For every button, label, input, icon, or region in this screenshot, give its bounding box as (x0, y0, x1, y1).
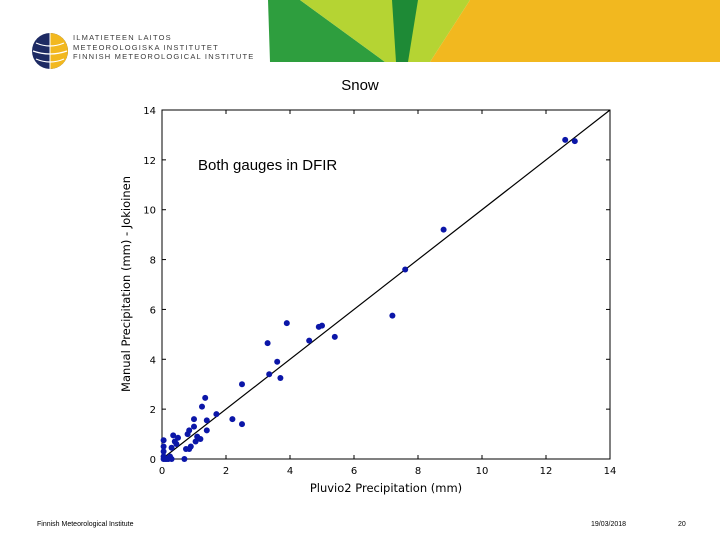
y-tick-label: 2 (150, 405, 156, 416)
footer-organization: Finnish Meteorological Institute (37, 521, 134, 528)
data-point (160, 437, 167, 444)
data-point (277, 374, 284, 381)
x-tick-label: 4 (287, 466, 293, 477)
data-point (173, 441, 180, 448)
footer-date: 19/03/2018 (591, 521, 627, 528)
footer-page-number: 20 (678, 521, 686, 528)
y-axis-label: Manual Precipitation (mm) - Jokioinen (119, 176, 133, 392)
x-tick-label: 10 (476, 466, 489, 477)
data-point (389, 312, 396, 319)
banner-yellow-stripe (430, 0, 720, 62)
data-point (168, 456, 175, 462)
reference-line (161, 109, 611, 460)
banner-dark-stripe (392, 0, 418, 62)
data-point (266, 371, 273, 378)
data-point (160, 448, 167, 455)
data-point (199, 403, 205, 410)
data-point (192, 438, 199, 445)
x-tick-label: 8 (415, 466, 421, 477)
y-tick-label: 12 (143, 156, 156, 167)
data-point (229, 416, 236, 423)
data-point (187, 443, 194, 450)
data-point (239, 381, 245, 388)
data-point (191, 416, 197, 423)
data-point (175, 434, 181, 441)
logo-line-sv: METEOROLOGISKA INSTITUTET (73, 42, 219, 52)
data-point (306, 337, 313, 344)
scatter-chart: 0 2 4 6 8 10 12 14 0 2 4 6 8 10 12 14 Both gauges in DF… (119, 106, 617, 495)
data-point (402, 266, 409, 273)
data-point (202, 394, 209, 401)
logo-line-fi: ILMATIETEEN LAITOS (73, 33, 172, 42)
data-point (274, 358, 281, 365)
logo-line-en: FINNISH METEOROLOGICAL INSTITUTE (73, 52, 255, 62)
data-point (264, 340, 271, 347)
slide-title: Snow (341, 77, 379, 94)
y-tick-label: 10 (143, 206, 156, 217)
y-tick-label: 4 (150, 355, 156, 366)
data-point (440, 226, 447, 233)
logo-wordmark: ILMATIETEEN LAITOS METEOROLOGISKA INSTIT… (73, 33, 254, 62)
data-point (181, 456, 188, 462)
data-point (160, 443, 167, 450)
header-banner (0, 0, 720, 62)
banner-green-stripe (268, 0, 385, 62)
data-point (168, 444, 175, 451)
data-point (571, 138, 578, 145)
data-point (170, 432, 177, 439)
banner-graphic (268, 0, 720, 62)
chart-annotation: Both gauges in DFIR (198, 157, 337, 174)
y-tick-label: 6 (150, 305, 156, 316)
data-point (562, 136, 569, 143)
x-tick-label: 2 (223, 466, 229, 477)
y-tick-label: 14 (143, 106, 156, 117)
y-tick-label: 8 (150, 256, 156, 267)
banner-lime-stripe (300, 0, 470, 62)
data-point (186, 427, 193, 434)
x-tick-label: 6 (351, 466, 357, 477)
data-point (197, 436, 204, 443)
data-point (213, 411, 220, 418)
x-tick-label: 12 (540, 466, 553, 477)
data-point (283, 320, 290, 327)
data-point (203, 427, 210, 434)
data-point (203, 417, 210, 424)
data-point (239, 421, 245, 428)
x-tick-label: 0 (159, 466, 165, 477)
data-point (191, 423, 197, 430)
data-point (331, 333, 338, 340)
x-axis-label: Pluvio2 Precipitation (mm) (310, 481, 462, 495)
y-tick-label: 0 (150, 455, 156, 466)
x-tick-label: 14 (604, 466, 617, 477)
data-point (319, 322, 325, 329)
fmi-logo-icon (32, 33, 68, 69)
